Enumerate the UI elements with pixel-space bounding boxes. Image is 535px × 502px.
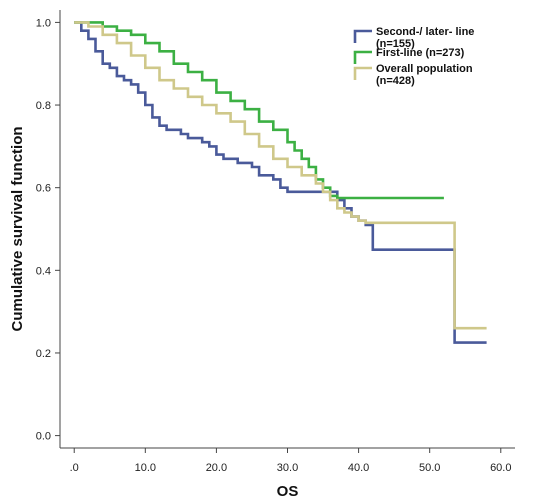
legend-swatch-0 [353, 29, 372, 43]
legend-label-0: Second-/ later- line [376, 26, 474, 38]
x-tick-label: 60.0 [490, 462, 511, 474]
legend-label-0: (n=155) [376, 38, 415, 50]
y-tick-label: 1.0 [36, 17, 51, 29]
x-axis-ticks: .0 10.0 20.0 30.0 40.0 50.0 60.0 [70, 448, 511, 474]
y-tick-label: 0.0 [36, 431, 51, 443]
series-line-2 [74, 21, 487, 330]
plot-frame [59, 10, 515, 449]
x-tick-label: 20.0 [206, 462, 227, 474]
x-axis-title: OS [277, 483, 299, 500]
series-lines [74, 21, 487, 344]
legend-label-1: First-line (n=273) [376, 47, 465, 59]
legend-swatch-1 [353, 50, 372, 64]
x-tick-label: .0 [70, 462, 79, 474]
legend: Second-/ later- line(n=155)First-line (n… [353, 26, 474, 87]
y-axis-title: Cumulative survival function [9, 126, 26, 331]
y-axis-ticks: 0.0 0.2 0.4 0.6 0.8 1.0 [36, 17, 60, 443]
legend-label-2: Overall population [376, 63, 473, 75]
legend-swatch-2 [353, 66, 372, 80]
x-tick-label: 40.0 [348, 462, 369, 474]
x-tick-label: 50.0 [419, 462, 440, 474]
y-tick-label: 0.6 [36, 183, 51, 195]
x-tick-label: 10.0 [135, 462, 156, 474]
y-tick-label: 0.8 [36, 100, 51, 112]
legend-label-2: (n=428) [376, 75, 415, 87]
y-tick-label: 0.2 [36, 348, 51, 360]
x-tick-label: 30.0 [277, 462, 298, 474]
y-tick-label: 0.4 [36, 265, 51, 277]
